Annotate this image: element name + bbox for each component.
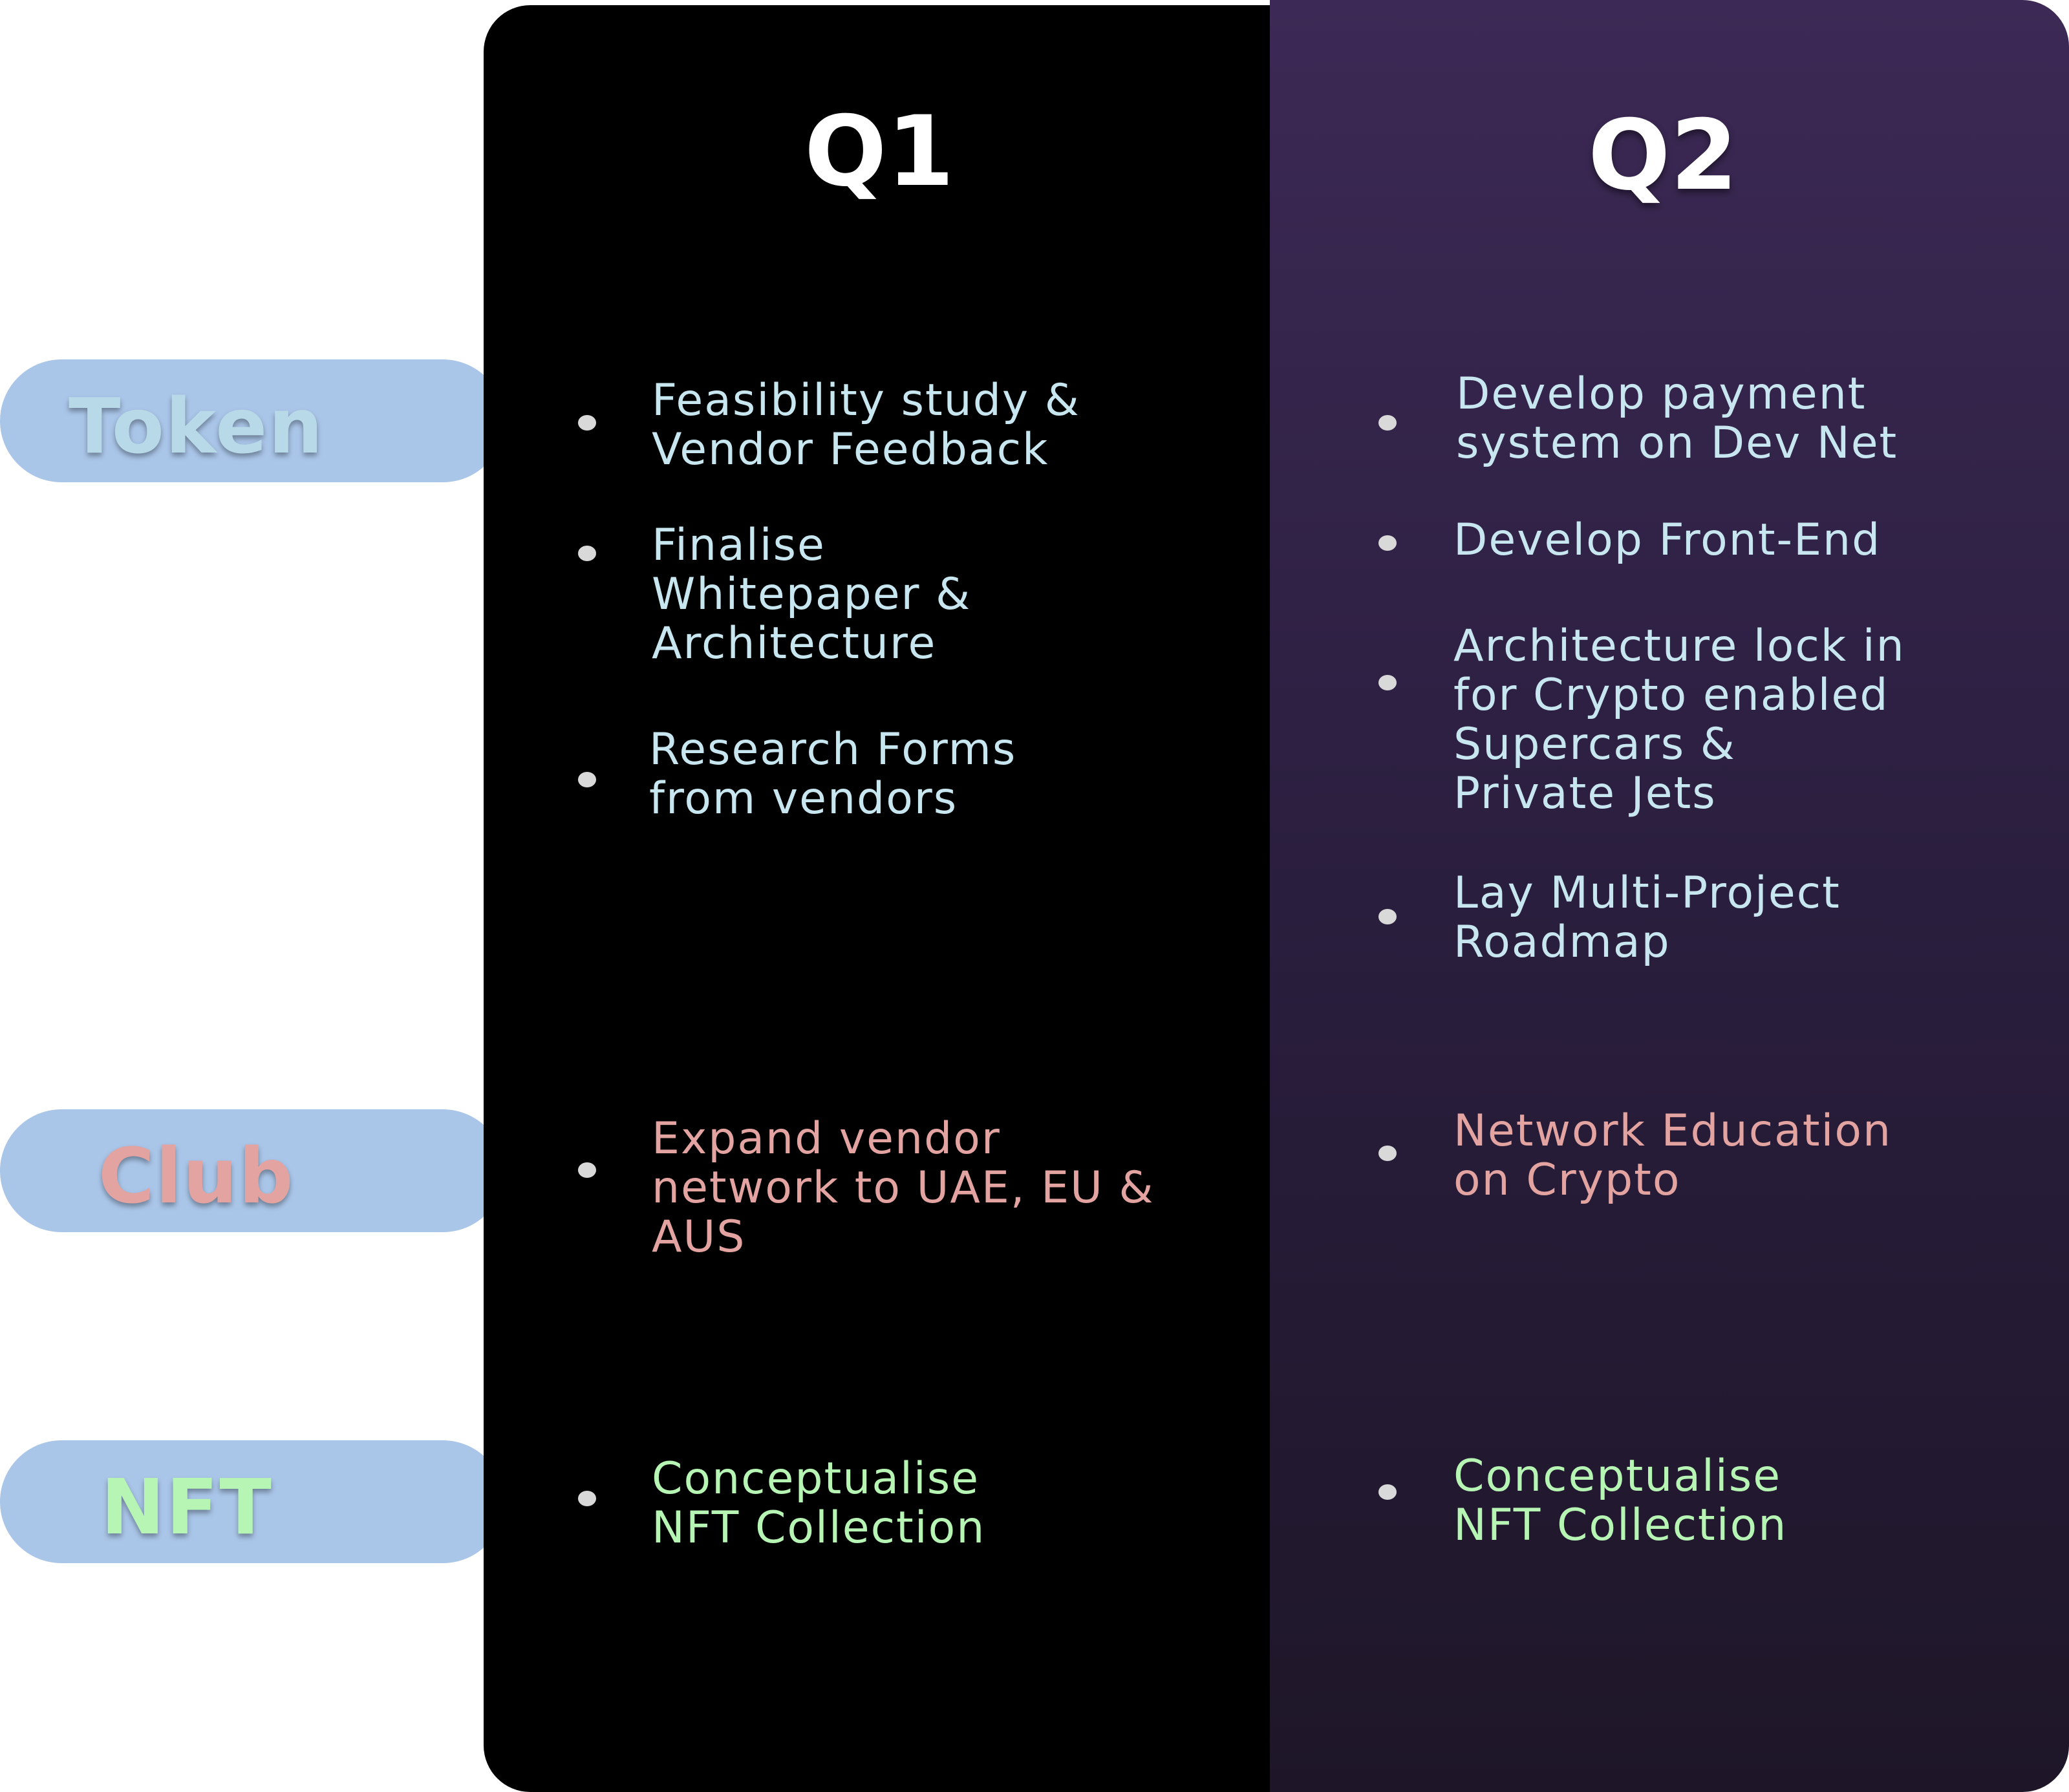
- q2-token-item-2: Develop Front-End: [1453, 515, 1881, 566]
- q1-token-bullet-2: [578, 546, 596, 561]
- row-label-nft-pill: [0, 1440, 504, 1563]
- q2-token-item-4: Lay Multi-Project Roadmap: [1453, 868, 1841, 968]
- q1-nft-bullet-1: [578, 1491, 596, 1506]
- q2-token-bullet-1: [1378, 415, 1397, 431]
- row-label-token: Token: [69, 381, 325, 471]
- q1-nft-item-1: Conceptualise NFT Collection: [652, 1453, 986, 1553]
- row-label-club-pill: [0, 1109, 504, 1232]
- q1-token-item-1: Feasibility study & Vendor Feedback: [652, 375, 1080, 475]
- q2-nft-item-1: Conceptualise NFT Collection: [1453, 1451, 1788, 1551]
- q1-token-item-3: Research Forms from vendors: [649, 724, 1017, 824]
- q2-column: [1270, 0, 2069, 1792]
- q1-club-item-1: Expand vendor network to UAE, EU & AUS: [652, 1113, 1155, 1263]
- row-label-club: Club: [98, 1131, 295, 1221]
- q2-token-bullet-4: [1378, 909, 1397, 924]
- q2-club-item-1: Network Education on Crypto: [1453, 1105, 1892, 1206]
- q1-title: Q1: [804, 96, 954, 208]
- row-label-nft: NFT: [101, 1462, 273, 1552]
- q1-token-bullet-3: [578, 772, 596, 787]
- q2-nft-bullet-1: [1378, 1484, 1397, 1500]
- q1-club-bullet-1: [578, 1162, 596, 1178]
- q2-token-bullet-3: [1378, 675, 1397, 690]
- q2-token-bullet-2: [1378, 535, 1397, 551]
- q2-title: Q2: [1588, 100, 1738, 212]
- q2-token-item-1: Develop payment system on Dev Net: [1456, 368, 1898, 469]
- row-label-token-pill: [0, 359, 504, 482]
- q2-club-bullet-1: [1378, 1146, 1397, 1161]
- q1-column: [484, 5, 1272, 1792]
- q1-token-item-2: Finalise Whitepaper & Architecture: [652, 520, 972, 669]
- q1-token-bullet-1: [578, 415, 596, 431]
- q2-token-item-3: Architecture lock in for Crypto enabled …: [1453, 621, 1905, 819]
